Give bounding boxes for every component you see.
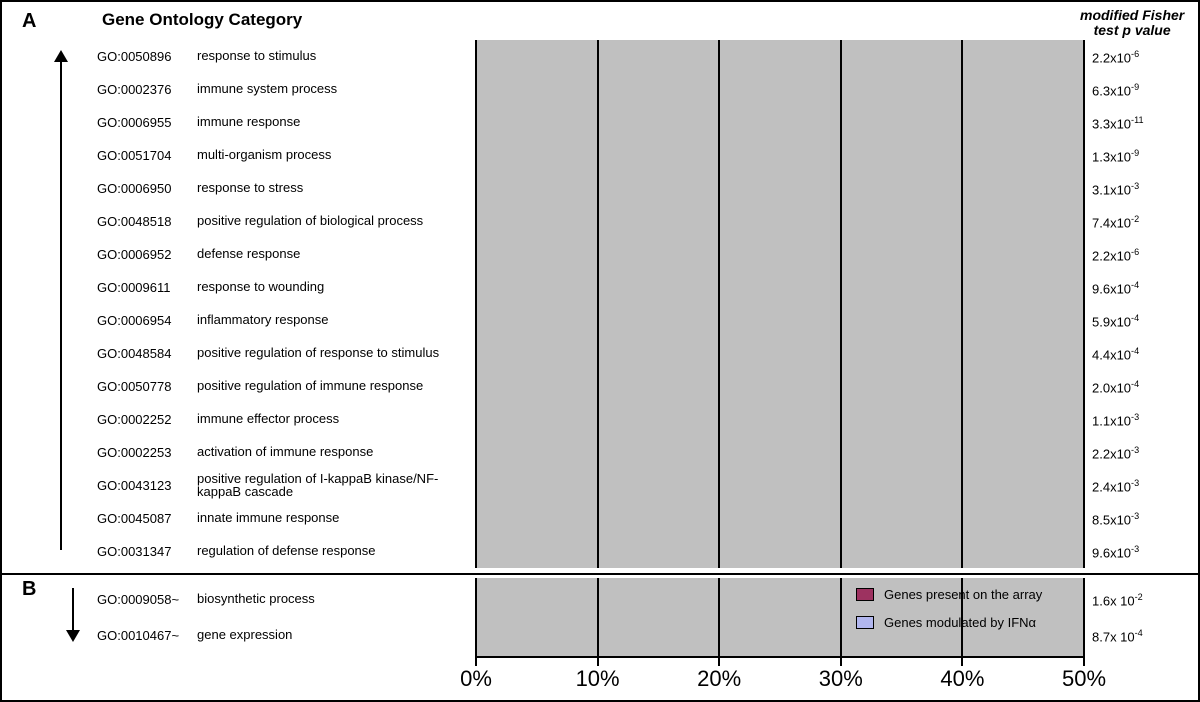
go-id: GO:0006952 — [97, 247, 171, 262]
go-label: immune effector process — [197, 412, 468, 426]
go-row: GO:0043123 positive regulation of I-kappa… — [2, 469, 1198, 502]
go-id: GO:0050896 — [97, 49, 171, 64]
p-value: 7.4x10-2 — [1092, 214, 1139, 230]
go-label: immune response — [197, 115, 468, 129]
go-label: positive regulation of biological proces… — [197, 214, 468, 228]
p-value: 3.1x10-3 — [1092, 181, 1139, 197]
go-id: GO:0043123 — [97, 478, 171, 493]
go-row: GO:0048518 positive regulation of biologi… — [2, 205, 1198, 238]
p-value: 9.6x10-4 — [1092, 280, 1139, 296]
go-row: GO:0002376 immune system process 6.3x10-9 — [2, 73, 1198, 106]
p-value: 2.2x10-6 — [1092, 49, 1139, 65]
go-row: GO:0002253 activation of immune response 2… — [2, 436, 1198, 469]
go-id: GO:0002252 — [97, 412, 171, 427]
go-id: GO:0006950 — [97, 181, 171, 196]
p-value: 2.4x10-3 — [1092, 478, 1139, 494]
go-label: activation of immune response — [197, 445, 468, 459]
go-row: GO:0051704 multi-organism process 1.3x10-9 — [2, 139, 1198, 172]
p-value: 4.4x10-4 — [1092, 346, 1139, 362]
go-label: inflammatory response — [197, 313, 468, 327]
p-value: 1.1x10-3 — [1092, 412, 1139, 428]
x-tick — [961, 658, 963, 666]
x-tick — [1083, 658, 1085, 666]
p-value: 8.7x 10-4 — [1092, 628, 1143, 644]
x-axis-label: 20% — [697, 666, 741, 692]
go-label: biosynthetic process — [197, 592, 468, 606]
p-value: 2.0x10-4 — [1092, 379, 1139, 395]
go-row: GO:0006954 inflammatory response 5.9x10-4 — [2, 304, 1198, 337]
go-id: GO:0009058~ — [97, 592, 179, 607]
go-id: GO:0050778 — [97, 379, 171, 394]
p-value: 2.2x10-6 — [1092, 247, 1139, 263]
go-id: GO:0002253 — [97, 445, 171, 460]
go-label: positive regulation of I-kappaB kinase/N… — [197, 472, 468, 499]
panel-label-a: A — [22, 10, 36, 33]
go-row: GO:0009611 response to wounding 9.6x10-4 — [2, 271, 1198, 304]
x-tick — [475, 658, 477, 666]
x-tick — [718, 658, 720, 666]
go-id: GO:0010467~ — [97, 628, 179, 643]
go-label: gene expression — [197, 628, 468, 642]
x-tick — [840, 658, 842, 666]
go-row: GO:0009058~ biosynthetic process 1.6x 10-2 — [2, 582, 1198, 618]
x-axis-label: 40% — [940, 666, 984, 692]
go-label: response to stress — [197, 181, 468, 195]
go-id: GO:0051704 — [97, 148, 171, 163]
go-id: GO:0009611 — [97, 280, 170, 295]
go-id: GO:0048584 — [97, 346, 171, 361]
x-axis-label: 30% — [819, 666, 863, 692]
x-axis-label: 0% — [460, 666, 492, 692]
x-tick — [597, 658, 599, 666]
p-value: 5.9x10-4 — [1092, 313, 1139, 329]
go-row: GO:0006955 immune response 3.3x10-11 — [2, 106, 1198, 139]
go-label: response to wounding — [197, 280, 468, 294]
go-label: immune system process — [197, 82, 468, 96]
p-value: 1.3x10-9 — [1092, 148, 1139, 164]
x-axis-label: 10% — [576, 666, 620, 692]
go-label: positive regulation of immune response — [197, 379, 468, 393]
go-row: GO:0050896 response to stimulus 2.2x10-6 — [2, 40, 1198, 73]
go-id: GO:0045087 — [97, 511, 171, 526]
go-row: GO:0050778 positive regulation of immune … — [2, 370, 1198, 403]
go-id: GO:0006954 — [97, 313, 171, 328]
go-row: GO:0045087 innate immune response 8.5x10-3 — [2, 502, 1198, 535]
figure: Gene Ontology Category modified Fisherte… — [0, 0, 1200, 702]
p-value: 2.2x10-3 — [1092, 445, 1139, 461]
go-label: innate immune response — [197, 511, 468, 525]
p-value: 3.3x10-11 — [1092, 115, 1144, 131]
go-label: response to stimulus — [197, 49, 468, 63]
go-row: GO:0010467~ gene expression 8.7x 10-4 — [2, 618, 1198, 654]
go-id: GO:0048518 — [97, 214, 171, 229]
x-axis-label: 50% — [1062, 666, 1106, 692]
go-label: multi-organism process — [197, 148, 468, 162]
go-label: positive regulation of response to stimu… — [197, 346, 468, 360]
go-id: GO:0031347 — [97, 544, 171, 559]
go-row: GO:0031347 regulation of defense response… — [2, 535, 1198, 568]
go-id: GO:0002376 — [97, 82, 171, 97]
go-label: defense response — [197, 247, 468, 261]
go-row: GO:0048584 positive regulation of respons… — [2, 337, 1198, 370]
p-value: 1.6x 10-2 — [1092, 592, 1143, 608]
p-value: 8.5x10-3 — [1092, 511, 1139, 527]
go-id: GO:0006955 — [97, 115, 171, 130]
panel-divider — [2, 573, 1198, 575]
go-label: regulation of defense response — [197, 544, 468, 558]
go-row: GO:0006950 response to stress 3.1x10-3 — [2, 172, 1198, 205]
chart-title: Gene Ontology Category — [102, 10, 302, 30]
p-value: 9.6x10-3 — [1092, 544, 1139, 560]
p-value: 6.3x10-9 — [1092, 82, 1139, 98]
go-row: GO:0006952 defense response 2.2x10-6 — [2, 238, 1198, 271]
go-row: GO:0002252 immune effector process 1.1x10-… — [2, 403, 1198, 436]
x-axis — [476, 656, 1084, 658]
pvalue-column-header: modified Fishertest p value — [1080, 8, 1184, 39]
